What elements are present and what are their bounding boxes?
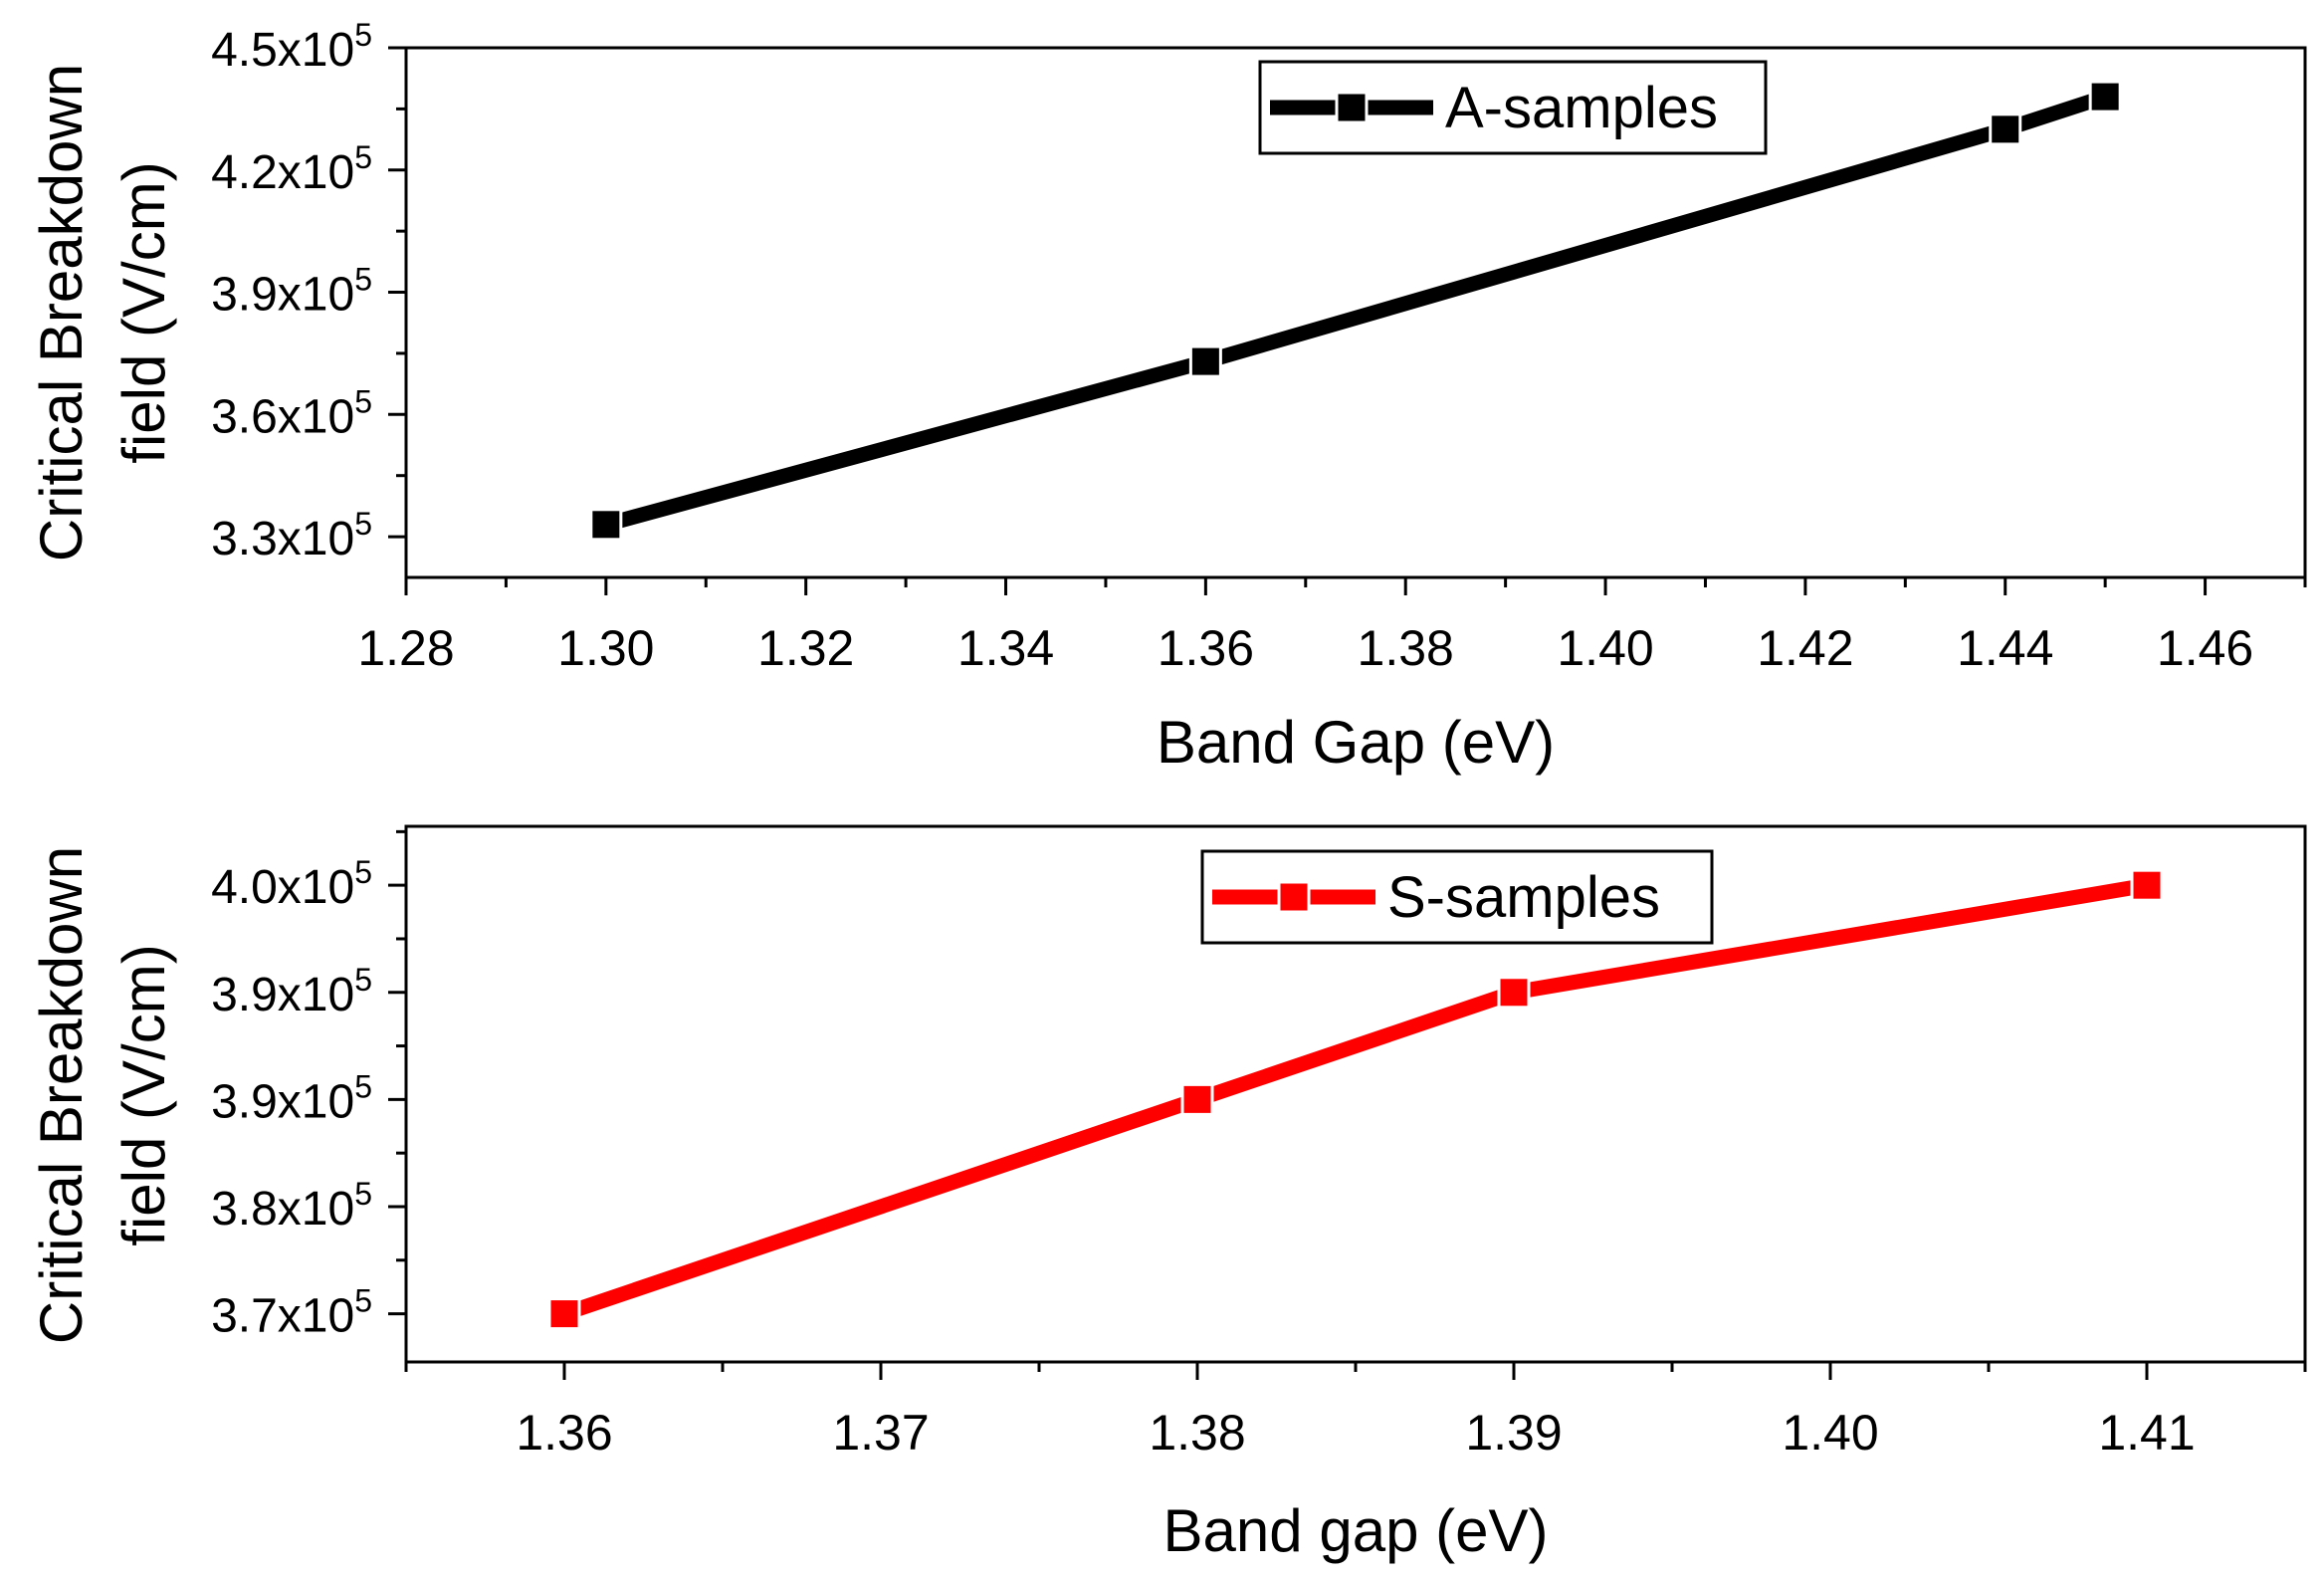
x-tick-label: 1.30 [557,620,654,676]
data-point-marker [589,508,623,542]
chart-a-samples: 1.28 1.30 1.32 1.34 1.36 1.38 1.40 1.42 1.44 1.46… [28,17,2307,776]
y-tick-label: 3.8x105 [211,1176,372,1236]
y-tick-exponent: 5 [354,383,372,419]
y-tick-label: 3.9x105 [211,962,372,1021]
y-tick-label: 3.3x105 [211,506,372,565]
y-tick-exponent: 5 [354,1068,372,1104]
x-tick-label: 1.41 [2098,1405,2195,1461]
y-tick-exponent: 5 [354,962,372,998]
data-point-marker [1989,113,2022,146]
y-tick-mantissa: 4.0x10 [211,861,354,914]
y-tick-exponent: 5 [354,1176,372,1212]
y-tick-mantissa: 3.7x10 [211,1290,354,1343]
series-line [603,89,2108,533]
legend-marker-sample [1335,91,1369,124]
plot-frame [404,46,2307,579]
chart-s-samples: 1.36 1.37 1.38 1.39 1.40 1.413.7x1053.8x1053.… [28,824,2307,1564]
y-tick-label: 3.9x105 [211,262,372,322]
y-tick-mantissa: 4.2x10 [211,146,354,199]
x-tick-label: 1.40 [1782,1405,1878,1461]
y-tick-label: 3.9x105 [211,1068,372,1128]
x-tick-label: 1.32 [757,620,854,676]
y-tick-mantissa: 4.5x10 [211,24,354,77]
data-point-marker [1188,344,1222,378]
y-tick-exponent: 5 [354,139,372,175]
y-tick-label: 4.0x105 [211,854,372,914]
legend-label: A-samples [1445,76,1718,140]
y-tick-mantissa: 3.9x10 [211,269,354,322]
y-axis-title: Critical Breakdown [28,64,95,562]
x-tick-label: 1.37 [832,1405,929,1461]
data-point-marker [1180,1082,1214,1116]
y-tick-mantissa: 3.6x10 [211,390,354,443]
series-line [561,877,2149,1321]
y-tick-exponent: 5 [354,17,372,53]
y-tick-label: 3.6x105 [211,383,372,443]
y-tick-exponent: 5 [354,854,372,890]
x-axis-title: Band Gap (eV) [1157,709,1555,776]
x-tick-label: 1.39 [1465,1405,1562,1461]
y-tick-label: 4.2x105 [211,139,372,199]
y-tick-mantissa: 3.9x10 [211,969,354,1021]
y-tick-exponent: 5 [354,262,372,298]
x-tick-label: 1.44 [1957,620,2053,676]
legend-label: S-samples [1387,865,1660,930]
y-tick-mantissa: 3.9x10 [211,1075,354,1128]
data-point-marker [2088,80,2122,113]
y-tick-mantissa: 3.8x10 [211,1183,354,1236]
y-tick-exponent: 5 [354,506,372,542]
x-tick-label: 1.42 [1757,620,1853,676]
y-tick-label: 4.5x105 [211,17,372,77]
x-tick-label: 1.34 [957,620,1054,676]
data-point-marker [1497,976,1531,1010]
y-tick-mantissa: 3.3x10 [211,513,354,565]
y-tick-exponent: 5 [354,1283,372,1319]
x-tick-label: 1.28 [357,620,454,676]
x-tick-label: 1.38 [1358,620,1454,676]
x-tick-label: 1.36 [516,1405,612,1461]
x-tick-label: 1.46 [2157,620,2253,676]
y-axis-title: Critical Breakdown [28,846,95,1344]
x-tick-label: 1.40 [1557,620,1653,676]
y-axis-title: field (V/cm) [110,161,177,463]
data-point-marker [2130,868,2164,902]
x-axis-title: Band gap (eV) [1163,1497,1549,1564]
y-tick-label: 3.7x105 [211,1283,372,1343]
x-tick-label: 1.36 [1158,620,1254,676]
x-tick-label: 1.38 [1149,1405,1245,1461]
legend-marker-sample [1277,880,1311,914]
y-axis-title: field (V/cm) [110,944,177,1245]
data-point-marker [547,1297,581,1331]
